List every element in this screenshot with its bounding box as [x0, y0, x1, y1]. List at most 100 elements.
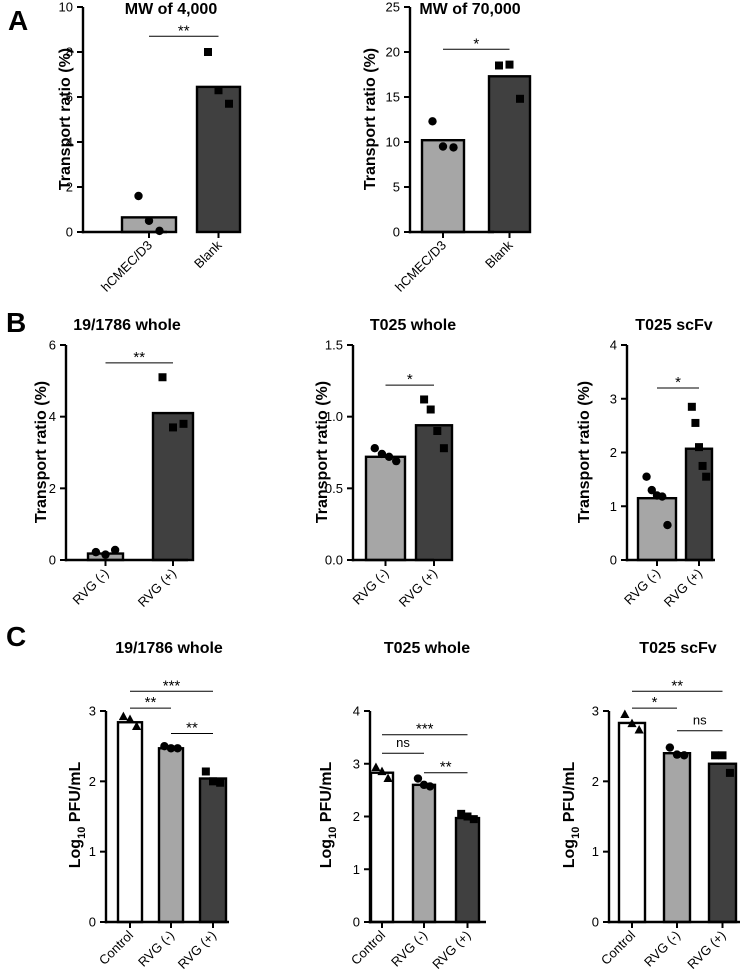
bar-control	[116, 721, 144, 924]
data-point	[214, 86, 223, 95]
data-point	[687, 402, 696, 411]
x-tick-label: RVG (-)	[350, 566, 392, 608]
data-point	[169, 423, 177, 432]
data-point	[433, 427, 442, 435]
bar-rvg	[662, 752, 692, 924]
data-point	[371, 762, 381, 771]
y-tick-label: 3	[610, 391, 617, 406]
x-tick-label: Blank	[482, 237, 516, 271]
y-tick-label: 0	[49, 553, 56, 568]
data-point	[634, 724, 644, 734]
y-axis-label: Transport ratio (%)	[314, 381, 331, 523]
x-tick-label: RVG (+)	[175, 928, 219, 972]
y-tick-label: 10	[59, 0, 73, 15]
x-tick-label: RVG (+)	[684, 928, 728, 972]
y-tick-label: 10	[386, 135, 400, 150]
data-point	[160, 741, 169, 751]
significance-label: **	[671, 677, 683, 694]
y-tick-label: 2	[66, 180, 73, 195]
significance-label: **	[440, 759, 452, 776]
y-tick-label: 20	[386, 45, 400, 60]
y-axis-label: Log10 PFU/mL	[561, 762, 582, 869]
y-tick-label: 1	[353, 862, 360, 877]
data-point	[132, 721, 142, 730]
chart-title: MW of 4,000	[125, 1, 218, 18]
data-point	[158, 373, 167, 382]
x-tick-label: Control	[96, 927, 136, 967]
y-tick-label: 3	[353, 756, 360, 771]
data-point	[383, 773, 393, 783]
data-point	[134, 191, 143, 201]
y-tick-label: 0	[89, 915, 96, 930]
data-point	[505, 60, 514, 69]
chart-title: T025 whole	[370, 317, 456, 334]
bar-rvg	[454, 816, 481, 924]
data-point	[691, 418, 700, 427]
x-tick-label: RVG (-)	[135, 928, 177, 970]
significance-label: *	[675, 374, 681, 391]
data-point	[516, 94, 524, 103]
significance-label: ns	[693, 713, 707, 728]
significance-label: ns	[396, 735, 410, 750]
bar-rvg	[157, 747, 185, 924]
x-tick-label: RVG (-)	[641, 928, 683, 970]
x-tick-label: RVG (-)	[621, 566, 663, 608]
x-tick-label: RVG (+)	[135, 566, 179, 610]
data-point	[179, 419, 188, 428]
significance-label: **	[178, 22, 190, 39]
data-point	[225, 99, 233, 108]
data-point	[204, 48, 212, 56]
chart-2: MW of 70,000 Transport ratio (%) 0 5 10 15 20 2…	[362, 0, 532, 295]
y-tick-label: 1.0	[325, 409, 343, 424]
y-tick-label: 2	[610, 445, 617, 460]
data-point	[725, 768, 734, 777]
y-axis-label: Log10 PFU/mL	[67, 762, 88, 869]
data-point	[679, 751, 689, 760]
y-tick-label: 1	[89, 844, 96, 859]
data-point	[438, 142, 448, 151]
y-tick-label: 4	[49, 409, 56, 424]
data-point	[658, 492, 667, 501]
y-tick-label: 25	[386, 0, 400, 15]
y-tick-label: 1	[610, 499, 617, 514]
chart-title: T025 scFv	[639, 640, 716, 657]
x-tick-label: Blank	[191, 237, 225, 271]
bar-control	[617, 721, 647, 924]
data-point	[110, 545, 120, 555]
y-axis-label: Log10 PFU/mL	[318, 762, 339, 869]
data-point	[377, 766, 387, 776]
significance-label: *	[652, 694, 658, 711]
y-tick-label: 0.0	[325, 553, 343, 568]
significance-label: **	[145, 694, 157, 711]
bar-rvg	[707, 762, 738, 924]
bar-rvg	[411, 783, 437, 924]
panel-letter-a: A	[8, 5, 28, 36]
data-point	[627, 718, 637, 728]
y-tick-label: 4	[610, 338, 617, 353]
data-point	[144, 216, 154, 225]
y-axis-label-subscript: 10	[76, 827, 88, 839]
chart-title: 19/1786 whole	[73, 317, 181, 334]
y-axis-label: Transport ratio (%)	[33, 381, 50, 523]
chart-1: MW of 4,000 Transport ratio (%) 0 2 4 6 8 10 hCM…	[57, 0, 242, 295]
y-tick-label: 1	[592, 844, 599, 859]
data-point	[718, 751, 727, 760]
data-point	[118, 711, 128, 721]
y-tick-label: 6	[66, 90, 73, 105]
x-tick-label: Control	[598, 927, 638, 967]
x-tick-label: RVG (+)	[396, 566, 440, 610]
data-point	[91, 547, 101, 557]
chart-8: T025 scFv Log10 PFU/mL 0 1 2 3 Control RVG (-) R…	[561, 640, 740, 972]
data-point	[216, 778, 225, 787]
data-point	[665, 743, 675, 752]
y-axis-label: Transport ratio (%)	[576, 381, 593, 523]
x-tick-label: hCMEC/D3	[98, 238, 155, 295]
data-point	[377, 449, 387, 459]
bar-rvg	[198, 777, 228, 924]
data-point	[647, 485, 656, 495]
y-tick-label: 2	[89, 774, 96, 789]
chart-7: T025 whole Log10 PFU/mL 0 1 2 3 4 Control RVG (-…	[318, 640, 486, 972]
y-tick-label: 6	[49, 338, 56, 353]
y-tick-label: 0	[610, 553, 617, 568]
